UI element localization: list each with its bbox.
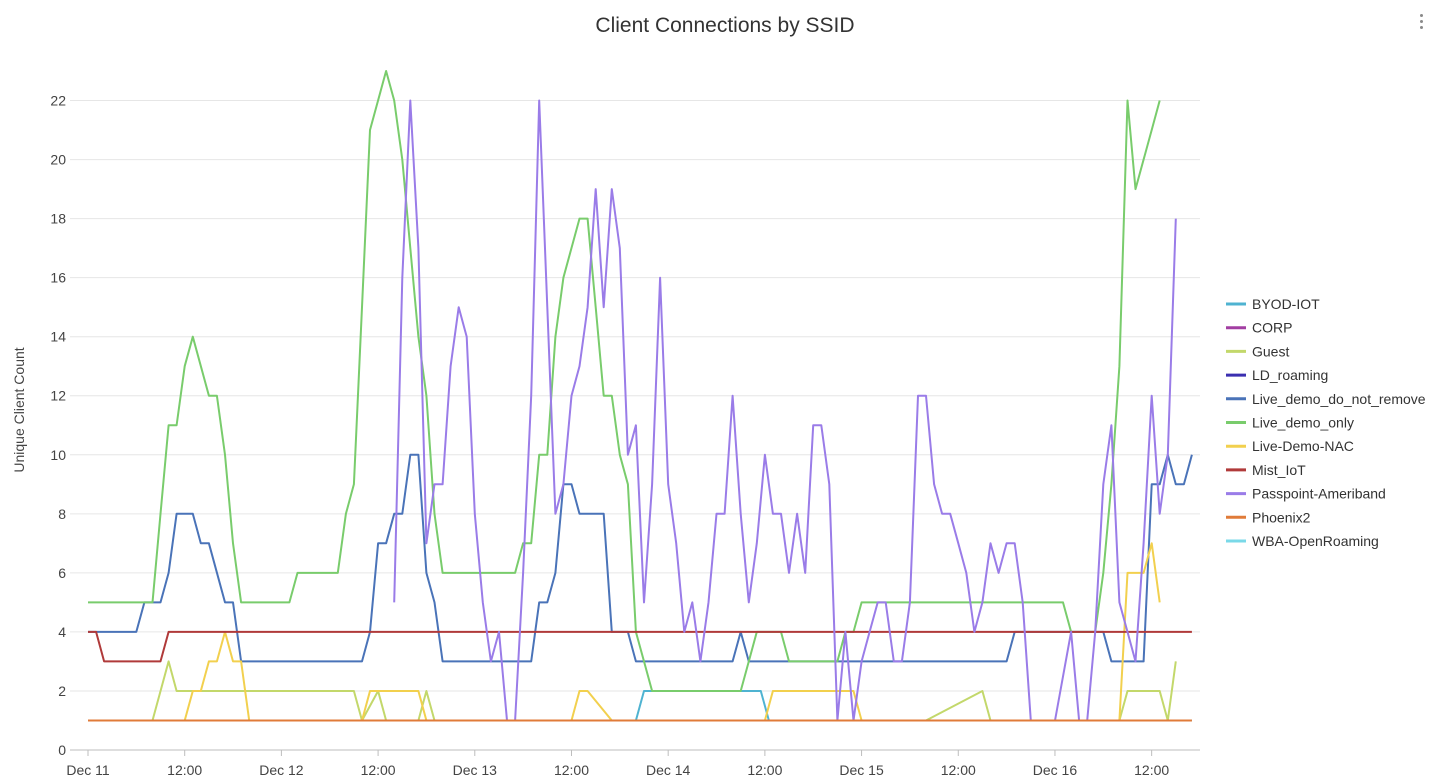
legend-item[interactable]: Passpoint-Ameriband — [1226, 486, 1386, 502]
x-tick-label: Dec 13 — [453, 762, 498, 778]
legend-item[interactable]: Mist_IoT — [1226, 462, 1306, 478]
legend-label: WBA-OpenRoaming — [1252, 533, 1379, 549]
series-lines — [88, 70, 1193, 722]
more-vert-icon[interactable] — [1417, 14, 1425, 34]
x-tick-label: Dec 11 — [66, 762, 110, 778]
legend-item[interactable]: LD_roaming — [1226, 367, 1328, 383]
y-tick-label: 6 — [58, 565, 66, 581]
y-tick-label: 2 — [58, 683, 66, 699]
x-tick-label: 12:00 — [361, 762, 396, 778]
y-tick-label: 12 — [50, 388, 66, 404]
y-tick-label: 4 — [58, 624, 66, 640]
x-tick-label: Dec 15 — [839, 762, 884, 778]
chart-title: Client Connections by SSID — [595, 14, 855, 37]
legend-label: Live_demo_only — [1252, 415, 1354, 431]
series-line-live-demo-only[interactable] — [88, 70, 1161, 692]
legend-label: Phoenix2 — [1252, 509, 1311, 525]
legend-item[interactable]: Guest — [1226, 343, 1289, 359]
x-axis: Dec 11 12:00 Dec 12 12:00 Dec 13 12:00 Dec 14 1… — [66, 750, 1169, 778]
legend-label: LD_roaming — [1252, 367, 1328, 383]
legend-label: Guest — [1252, 343, 1289, 359]
legend-label: Live-Demo-NAC — [1252, 438, 1354, 454]
y-tick-label: 0 — [58, 742, 66, 758]
legend-label: Live_demo_do_not_remove — [1252, 391, 1426, 407]
legend: BYOD-IOT CORP Guest LD_roaming Live_demo_do_… — [1226, 296, 1426, 549]
x-tick-label: 12:00 — [941, 762, 976, 778]
legend-item[interactable]: Live_demo_do_not_remove — [1226, 391, 1426, 407]
series-line-live-demo-do-not-remove[interactable] — [88, 453, 1193, 663]
series-line-passpoint-ameriband[interactable] — [393, 99, 1177, 722]
x-tick-label: 12:00 — [167, 762, 202, 778]
legend-item[interactable]: CORP — [1226, 320, 1292, 336]
x-tick-label: Dec 14 — [646, 762, 691, 778]
legend-label: Mist_IoT — [1252, 462, 1306, 478]
y-tick-label: 18 — [50, 211, 66, 227]
y-tick-label: 16 — [50, 270, 66, 286]
x-tick-label: 12:00 — [554, 762, 589, 778]
y-tick-label: 14 — [50, 329, 66, 345]
legend-label: BYOD-IOT — [1252, 296, 1320, 312]
y-tick-label: 10 — [50, 447, 66, 463]
y-tick-label: 22 — [50, 93, 66, 109]
x-tick-label: 12:00 — [747, 762, 782, 778]
legend-item[interactable]: BYOD-IOT — [1226, 296, 1320, 312]
series-line-mist-iot[interactable] — [88, 630, 1192, 663]
legend-label: Passpoint-Ameriband — [1252, 486, 1386, 502]
y-axis: 0 2 4 6 8 10 12 14 16 18 20 22 — [50, 93, 66, 758]
x-tick-label: Dec 12 — [259, 762, 304, 778]
legend-item[interactable]: WBA-OpenRoaming — [1226, 533, 1379, 549]
y-tick-label: 20 — [50, 152, 66, 168]
x-tick-label: 12:00 — [1134, 762, 1169, 778]
x-tick-label: Dec 16 — [1033, 762, 1078, 778]
y-axis-label: Unique Client Count — [11, 347, 27, 472]
legend-label: CORP — [1252, 320, 1292, 336]
legend-item[interactable]: Phoenix2 — [1226, 509, 1311, 525]
y-tick-label: 8 — [58, 506, 66, 522]
legend-item[interactable]: Live-Demo-NAC — [1226, 438, 1354, 454]
legend-item[interactable]: Live_demo_only — [1226, 415, 1354, 431]
